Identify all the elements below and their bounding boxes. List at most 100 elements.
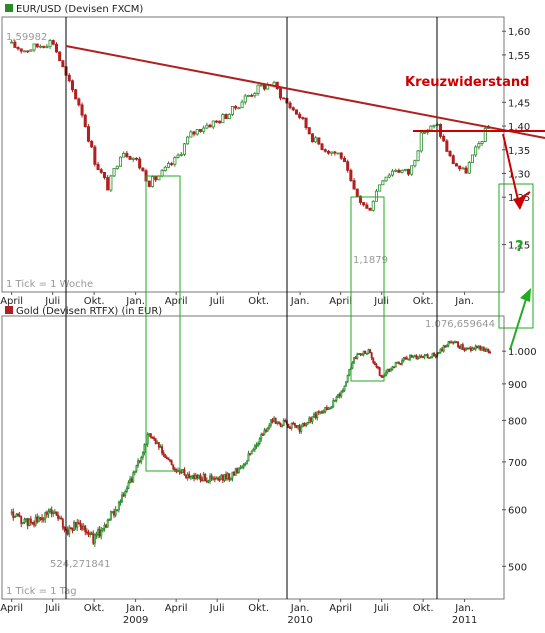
gold-candle: [169, 459, 172, 463]
eurusd-candle: [182, 142, 186, 157]
gold-x-tick-label: Okt.: [84, 603, 105, 614]
eurusd-candle: [90, 139, 94, 149]
gold-y-tick-label: 1.000: [508, 347, 537, 358]
gold-candle: [330, 405, 333, 409]
gold-x-tick-label: Okt.: [248, 603, 269, 614]
gold-candle: [74, 521, 77, 531]
gold-candle: [412, 355, 415, 359]
gold-candle: [452, 341, 455, 345]
gold-x-tick-label: Juli: [209, 603, 225, 614]
gold-candle: [140, 455, 143, 465]
gold-y-axis: 1.000 900 800 700 600 500: [502, 347, 537, 573]
gold-candle: [348, 369, 351, 377]
gold-candle: [279, 422, 282, 428]
eurusd-candle: [480, 140, 484, 146]
gold-candle: [461, 342, 464, 350]
eurusd-candle: [371, 200, 375, 212]
gold-candle: [73, 520, 76, 532]
gold-candle: [236, 467, 239, 474]
gold-candle: [314, 411, 317, 420]
gold-candle: [81, 523, 84, 532]
eurusd-candle: [19, 48, 23, 54]
gold-candle: [226, 472, 229, 481]
gold-candle: [485, 347, 488, 352]
gold-candle: [53, 508, 56, 514]
gold-candle: [319, 411, 322, 415]
gold-candle: [282, 418, 285, 427]
gold-y-tick-label: 700: [508, 458, 527, 469]
gold-x-tick-label: April: [329, 603, 352, 614]
question-mark-label: ?: [515, 237, 524, 255]
gold-candle: [116, 509, 119, 512]
gold-candle: [50, 506, 53, 518]
eurusd-candle: [304, 117, 308, 130]
eurusd-candle: [147, 180, 151, 188]
eurusd-candle: [166, 161, 170, 169]
downtrend-line: [65, 45, 545, 139]
gold-candle: [26, 517, 29, 530]
gold-candle: [426, 353, 429, 359]
gold-candle: [141, 451, 144, 460]
gold-candle: [298, 423, 301, 434]
eurusd-candle: [448, 150, 452, 158]
eurusd-candle: [333, 150, 337, 156]
gold-candle: [359, 353, 362, 357]
eurusd-candle: [112, 168, 116, 178]
eurusd-y-tick-label: 1,35: [508, 146, 530, 157]
gold-candle: [42, 516, 45, 523]
gold-candle: [351, 361, 354, 370]
gold-candle: [474, 344, 477, 352]
gold-candle: [97, 527, 100, 539]
eurusd-candle: [406, 168, 410, 177]
eurusd-candle: [336, 152, 340, 155]
gold-candle: [154, 438, 157, 445]
gold-candle: [327, 406, 330, 410]
gold-candle: [220, 473, 223, 480]
eurusd-candle: [298, 112, 302, 120]
eurusd-candle: [474, 145, 478, 158]
eurusd-candle: [294, 109, 298, 115]
gold-candle: [261, 432, 264, 436]
gold-high-label: 1.076,659644: [425, 319, 495, 330]
gold-candle: [465, 347, 468, 352]
gold-candle: [85, 528, 88, 535]
gold-candle: [201, 476, 204, 482]
gold-candle: [156, 440, 159, 445]
eurusd-candle: [397, 168, 401, 173]
eurusd-candle: [419, 131, 423, 153]
gold-candle: [405, 355, 408, 360]
eurusd-candle: [45, 44, 49, 49]
eurusd-candle: [115, 165, 119, 170]
gold-year-label: 2011: [452, 615, 477, 626]
gold-x-axis: April Juli Okt. Jan. April Juli Okt. Jan. April J…: [0, 599, 477, 626]
gold-candle: [69, 526, 72, 530]
eurusd-candle: [109, 174, 113, 193]
gold-candle: [52, 510, 55, 517]
gold-candle: [137, 458, 140, 468]
eurusd-candle: [128, 155, 132, 160]
eurusd-candle: [67, 73, 71, 83]
gold-candle: [13, 515, 16, 519]
gold-candle: [79, 520, 82, 531]
gold-candle: [375, 363, 378, 369]
gold-candle: [458, 345, 461, 350]
eurusd-candle: [35, 43, 39, 49]
gold-candle: [335, 395, 338, 403]
gold-legend-swatch: [5, 306, 13, 314]
gold-candle: [127, 480, 130, 490]
gold-candle: [49, 508, 52, 514]
gold-candle: [365, 352, 368, 355]
gold-candle: [482, 346, 485, 352]
eurusd-candle: [320, 142, 324, 151]
eurusd-x-tick-label: Jan.: [454, 296, 474, 307]
eurusd-plot-area: [1, 16, 505, 293]
eurusd-candle: [256, 84, 260, 96]
gold-candle: [76, 518, 79, 531]
gold-candle: [362, 350, 365, 357]
gold-candle: [431, 352, 434, 359]
eurusd-candle: [368, 207, 372, 211]
gold-candle: [100, 526, 103, 540]
gold-candle: [12, 508, 15, 521]
gold-candle: [442, 344, 445, 353]
correlation-box-2: [350, 196, 385, 382]
